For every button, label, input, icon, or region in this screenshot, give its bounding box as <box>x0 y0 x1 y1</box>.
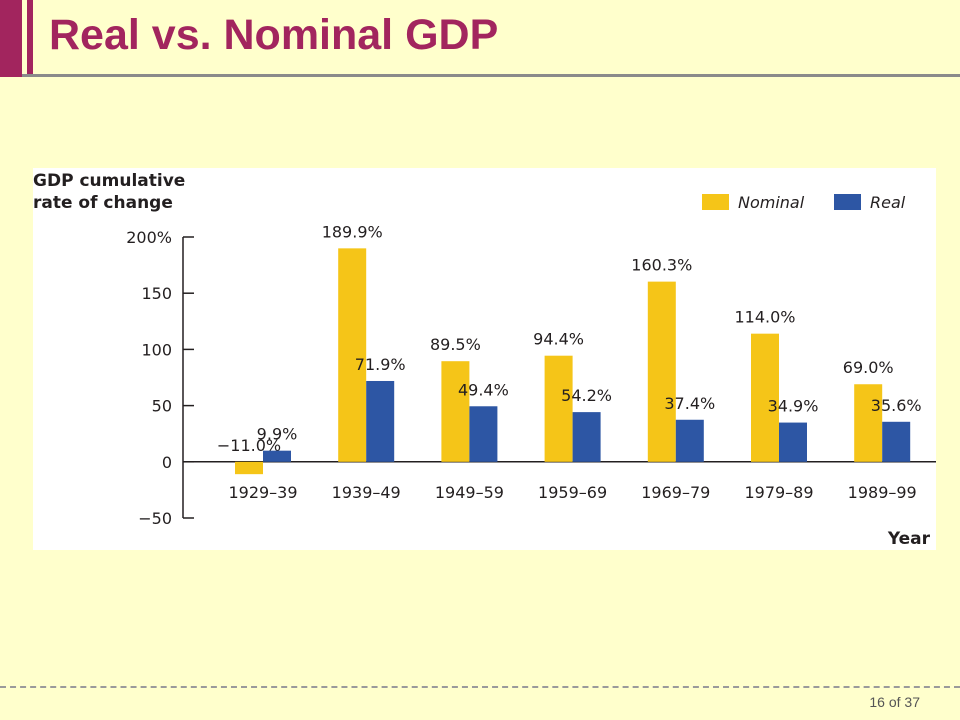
real-bar <box>882 421 911 462</box>
nominal-bar <box>441 361 470 462</box>
footer-divider <box>0 686 960 688</box>
x-axis-title: Year <box>887 529 931 549</box>
nominal-value-label: 94.4% <box>533 330 584 349</box>
x-category-label: 1989–99 <box>848 483 917 502</box>
nominal-value-label: 160.3% <box>631 256 692 275</box>
real-bar <box>572 412 601 462</box>
real-bar <box>366 380 395 462</box>
real-value-label: 9.9% <box>257 425 298 444</box>
title-accent-stripe <box>27 0 33 77</box>
real-value-label: 54.2% <box>561 386 612 405</box>
legend-label: Real <box>870 193 906 212</box>
y-axis-title-line: rate of change <box>33 193 173 213</box>
real-value-label: 37.4% <box>664 394 715 413</box>
y-tick-label: 100 <box>141 340 172 359</box>
real-bar <box>469 406 498 462</box>
nominal-value-label: −11.0% <box>217 436 281 455</box>
legend-label: Nominal <box>738 193 805 212</box>
nominal-value-label: 89.5% <box>430 335 481 354</box>
x-category-label: 1939–49 <box>332 483 401 502</box>
chart-panel: GDP cumulative rate of change −50 0 50 100 150… <box>33 168 936 550</box>
real-bar <box>263 450 291 462</box>
real-bar <box>675 419 704 462</box>
x-category-label: 1979–89 <box>744 483 813 502</box>
nominal-value-label: 114.0% <box>734 308 795 327</box>
y-tick-label: 0 <box>162 453 172 472</box>
legend-swatch <box>834 194 861 210</box>
slide-title: Real vs. Nominal GDP <box>49 11 499 59</box>
nominal-bar <box>751 333 779 462</box>
page-indicator: 16 of 37 <box>869 694 920 710</box>
nominal-value-label: 189.9% <box>322 222 383 241</box>
title-divider <box>22 74 960 77</box>
real-value-label: 49.4% <box>458 380 509 399</box>
real-value-label: 71.9% <box>355 355 406 374</box>
title-accent-bar <box>0 0 22 77</box>
nominal-value-label: 69.0% <box>843 358 894 377</box>
x-category-label: 1929–39 <box>228 483 297 502</box>
page-number-total: of 37 <box>888 694 920 710</box>
x-category-label: 1969–79 <box>641 483 710 502</box>
y-tick-label: 200% <box>126 228 172 247</box>
real-value-label: 34.9% <box>768 397 819 416</box>
nominal-bar <box>647 281 676 462</box>
real-bar <box>779 422 807 462</box>
nominal-bar <box>235 461 263 475</box>
nominal-bar <box>338 248 367 462</box>
page-number-current: 16 <box>869 694 885 710</box>
nominal-bar <box>854 384 883 462</box>
real-value-label: 35.6% <box>871 396 922 415</box>
legend-swatch <box>702 194 729 210</box>
nominal-bar <box>544 355 573 462</box>
x-category-label: 1949–59 <box>435 483 504 502</box>
y-tick-label: −50 <box>138 509 172 528</box>
x-category-label: 1959–69 <box>538 483 607 502</box>
y-tick-label: 50 <box>152 397 172 416</box>
y-tick-label: 150 <box>141 284 172 303</box>
y-axis-title-line: GDP cumulative <box>33 171 185 191</box>
